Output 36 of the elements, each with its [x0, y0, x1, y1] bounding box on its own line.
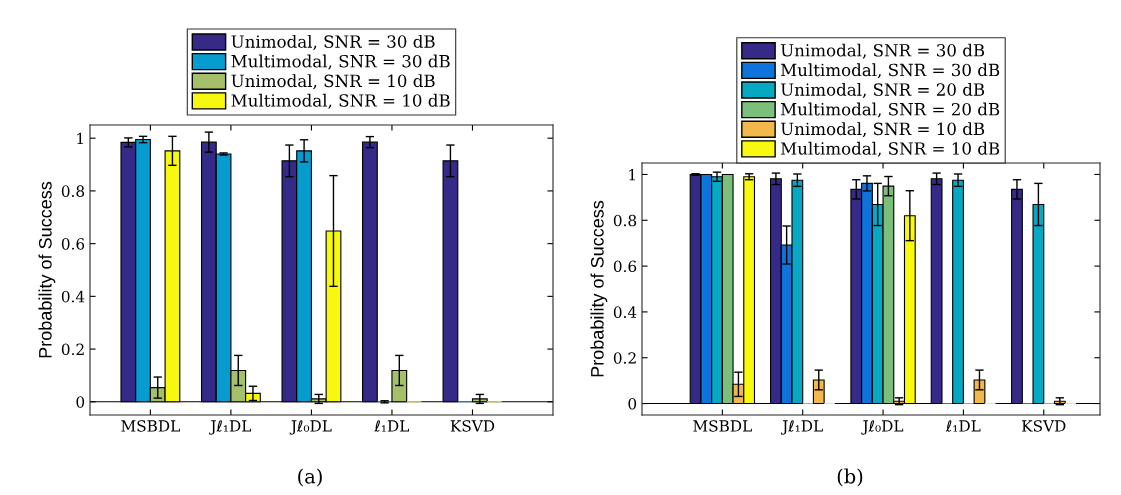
y-tick-label: 0 — [76, 396, 85, 408]
legend-label: Multimodal, SNR = 30 dB — [231, 54, 450, 70]
x-tick-label: ℓ₁DL — [374, 420, 410, 432]
y-tick-label: 0.6 — [61, 238, 85, 250]
y-tick-label: 0 — [628, 398, 637, 410]
x-tick-label: Jℓ₁DL — [209, 420, 252, 435]
x-tick-label: MSBDL — [121, 420, 180, 432]
y-tick-label: 0.8 — [613, 214, 637, 227]
legend-label: Multimodal, SNR = 10 dB — [780, 141, 1000, 157]
legend-label: Unimodal, SNR = 30 dB — [780, 43, 985, 59]
x-tick-label: KSVD — [1022, 420, 1066, 432]
x-tick-label: MSBDL — [693, 420, 752, 432]
legend-label: Multimodal, SNR = 20 dB — [780, 102, 1000, 118]
x-tick-label: Jℓ₁DL — [780, 420, 823, 435]
legend-label: Multimodal, SNR = 30 dB — [780, 63, 1000, 79]
legend-label: Unimodal, SNR = 20 dB — [780, 82, 985, 98]
legend-label: Unimodal, SNR = 10 dB — [780, 122, 985, 138]
y-tick-label: 0.4 — [613, 306, 637, 318]
y-tick-label: 0.4 — [61, 290, 85, 303]
y-axis-title: Probability of Success — [38, 181, 56, 358]
y-tick-label: 0.2 — [61, 343, 84, 356]
y-axis-title: Probability of Success — [590, 200, 608, 377]
x-tick-label: Jℓ₀DL — [289, 420, 332, 435]
y-tick-label: 0.6 — [613, 260, 637, 273]
text: (b) — [837, 468, 863, 487]
text: (a) — [298, 468, 322, 487]
y-tick-label: 0.2 — [613, 352, 636, 364]
y-tick-label: 0.8 — [61, 185, 85, 197]
x-tick-label: KSVD — [450, 420, 495, 432]
x-tick-label: Jℓ₀DL — [861, 420, 904, 435]
x-tick-label: ℓ₁DL — [945, 420, 981, 432]
legend-label: Unimodal, SNR = 30 dB — [231, 34, 435, 50]
y-tick-label: 1 — [629, 168, 635, 181]
legend-label: Multimodal, SNR = 10 dB — [231, 93, 450, 109]
legend-label: Unimodal, SNR = 10 dB — [231, 74, 435, 90]
y-tick-label: 1 — [77, 132, 83, 144]
